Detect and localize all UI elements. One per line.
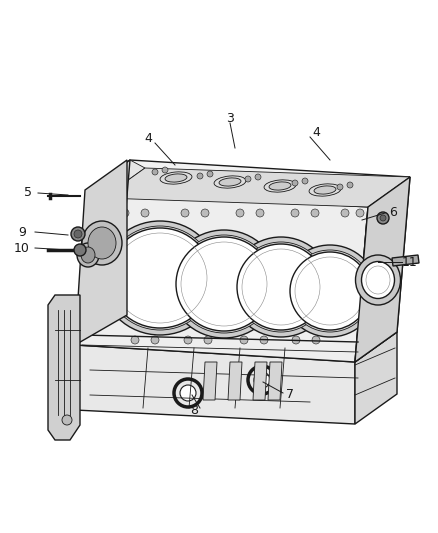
Circle shape bbox=[240, 336, 248, 344]
Circle shape bbox=[197, 173, 203, 179]
Text: 5: 5 bbox=[24, 187, 32, 199]
Ellipse shape bbox=[174, 235, 274, 333]
Ellipse shape bbox=[214, 176, 246, 188]
Ellipse shape bbox=[290, 252, 370, 330]
Circle shape bbox=[380, 215, 386, 221]
Text: 6: 6 bbox=[389, 206, 397, 220]
Circle shape bbox=[62, 415, 72, 425]
Circle shape bbox=[207, 171, 213, 177]
Polygon shape bbox=[75, 160, 127, 345]
Circle shape bbox=[347, 182, 353, 188]
Circle shape bbox=[337, 184, 343, 190]
Circle shape bbox=[260, 336, 268, 344]
Ellipse shape bbox=[106, 226, 214, 330]
Ellipse shape bbox=[235, 242, 327, 332]
Polygon shape bbox=[253, 362, 267, 400]
Ellipse shape bbox=[230, 237, 332, 337]
Circle shape bbox=[74, 244, 86, 256]
Polygon shape bbox=[75, 160, 130, 345]
Text: 11: 11 bbox=[402, 255, 418, 269]
Text: 8: 8 bbox=[190, 403, 198, 416]
Circle shape bbox=[184, 336, 192, 344]
Polygon shape bbox=[48, 295, 80, 440]
Text: 3: 3 bbox=[226, 111, 234, 125]
Circle shape bbox=[256, 209, 264, 217]
Ellipse shape bbox=[269, 182, 291, 190]
Ellipse shape bbox=[108, 228, 212, 328]
Circle shape bbox=[141, 209, 149, 217]
Polygon shape bbox=[268, 362, 282, 400]
Circle shape bbox=[356, 209, 364, 217]
Text: 9: 9 bbox=[18, 225, 26, 238]
Circle shape bbox=[162, 167, 168, 173]
Polygon shape bbox=[88, 160, 145, 198]
Ellipse shape bbox=[101, 221, 219, 335]
Text: 4: 4 bbox=[312, 125, 320, 139]
Ellipse shape bbox=[309, 184, 341, 196]
Ellipse shape bbox=[160, 172, 192, 184]
Ellipse shape bbox=[82, 221, 122, 265]
Circle shape bbox=[245, 176, 251, 182]
Circle shape bbox=[254, 372, 270, 388]
Circle shape bbox=[152, 169, 158, 175]
Circle shape bbox=[180, 385, 196, 401]
Circle shape bbox=[151, 336, 159, 344]
Circle shape bbox=[201, 209, 209, 217]
Polygon shape bbox=[103, 168, 410, 207]
Text: 7: 7 bbox=[286, 389, 294, 401]
Ellipse shape bbox=[81, 247, 95, 263]
Ellipse shape bbox=[264, 180, 296, 192]
Polygon shape bbox=[392, 255, 419, 266]
Ellipse shape bbox=[237, 244, 325, 330]
Circle shape bbox=[121, 209, 129, 217]
Circle shape bbox=[377, 212, 389, 224]
Ellipse shape bbox=[314, 186, 336, 194]
Ellipse shape bbox=[288, 250, 372, 332]
Polygon shape bbox=[75, 345, 355, 424]
Circle shape bbox=[236, 209, 244, 217]
Circle shape bbox=[312, 336, 320, 344]
Polygon shape bbox=[228, 362, 242, 400]
Circle shape bbox=[341, 209, 349, 217]
Circle shape bbox=[302, 178, 308, 184]
Polygon shape bbox=[355, 332, 397, 424]
Ellipse shape bbox=[219, 178, 241, 186]
Text: 10: 10 bbox=[14, 241, 30, 254]
Ellipse shape bbox=[356, 255, 400, 305]
Ellipse shape bbox=[169, 230, 279, 338]
Ellipse shape bbox=[165, 174, 187, 182]
Polygon shape bbox=[203, 362, 217, 400]
Ellipse shape bbox=[176, 237, 272, 331]
Circle shape bbox=[255, 174, 261, 180]
Ellipse shape bbox=[361, 262, 395, 298]
Polygon shape bbox=[355, 177, 410, 362]
Circle shape bbox=[181, 209, 189, 217]
Circle shape bbox=[204, 336, 212, 344]
Polygon shape bbox=[75, 190, 368, 362]
Circle shape bbox=[131, 336, 139, 344]
Circle shape bbox=[71, 227, 85, 241]
Circle shape bbox=[291, 209, 299, 217]
Circle shape bbox=[74, 230, 82, 238]
Text: 4: 4 bbox=[144, 132, 152, 144]
Circle shape bbox=[292, 180, 298, 186]
Circle shape bbox=[292, 336, 300, 344]
Ellipse shape bbox=[88, 227, 116, 259]
Ellipse shape bbox=[77, 243, 99, 267]
Circle shape bbox=[311, 209, 319, 217]
Polygon shape bbox=[88, 160, 410, 207]
Polygon shape bbox=[355, 177, 410, 362]
Ellipse shape bbox=[283, 245, 377, 337]
